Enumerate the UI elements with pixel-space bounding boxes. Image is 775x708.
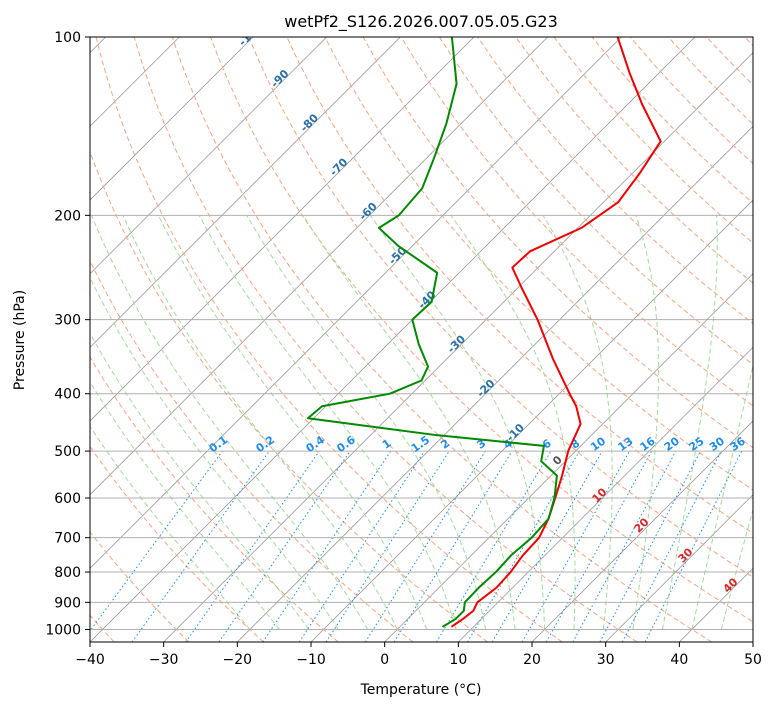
x-tick-label: 20 [523, 652, 541, 668]
y-tick-label: 200 [54, 208, 81, 224]
skewed-isotherm [90, 37, 696, 642]
skewed-isotherm [531, 420, 753, 642]
skewed-isotherm [90, 37, 475, 422]
dewpoint-profile-line [306, 37, 558, 628]
x-tick-label: −20 [223, 652, 253, 668]
skewed-isotherm [605, 494, 753, 642]
dry-adiabat [248, 37, 753, 578]
mixing-ratio-line [325, 450, 450, 642]
mixing-ratio-line [185, 450, 320, 642]
dry-adiabat [90, 356, 339, 642]
dry-adiabat [90, 150, 488, 642]
moist-adiabat [157, 215, 428, 630]
pressure-gridlines [90, 37, 753, 630]
skewed-isotherm [90, 37, 622, 569]
mixing-ratio-line [364, 450, 486, 642]
skewed-isotherm [237, 125, 753, 642]
dry-adiabat [210, 37, 753, 623]
plot-area: 0.10.20.40.611.52346810131620253036-100-… [90, 20, 753, 642]
y-tick-label: 600 [54, 491, 81, 507]
mixing-ratio-line [545, 450, 653, 642]
skewed-isotherm [384, 273, 753, 642]
mixing-ratio-line [521, 450, 630, 642]
y-tick-label: 800 [54, 565, 81, 581]
skewed-isotherm [90, 37, 254, 201]
skewed-isotherm [90, 37, 548, 496]
dry-adiabat [95, 37, 563, 642]
skewed-isotherm [163, 52, 753, 642]
skewed-isotherm [90, 37, 327, 275]
y-tick-label: 400 [54, 387, 81, 403]
mixing-ratio-line [218, 450, 351, 642]
mixing-ratio-line [491, 450, 603, 642]
x-axis-label: Temperature (°C) [360, 682, 482, 698]
dry-adiabat [400, 37, 753, 407]
x-tick-label: −10 [296, 652, 326, 668]
x-tick-label: 50 [744, 652, 762, 668]
y-tick-label: 500 [54, 444, 81, 460]
chart-title: wetPf2_S126.2026.007.05.05.G23 [284, 12, 558, 32]
isotherm-label: -100 [236, 20, 265, 49]
mixing-ratio-line [393, 450, 513, 642]
dry-adiabat [439, 37, 753, 366]
dry-adiabat [90, 445, 264, 642]
x-tick-label: −30 [149, 652, 179, 668]
dry-adiabat [90, 531, 190, 642]
y-tick-label: 100 [54, 30, 81, 46]
dry-adiabat [324, 37, 753, 491]
axis-ticks: −40 −30 −20 −10 0 10 20 30 40 50 1000 900 800 700 600 5… [45, 30, 762, 668]
y-axis-label: Pressure (hPa) [12, 290, 28, 390]
mixing-ratio-line [572, 450, 677, 642]
x-tick-label: 10 [449, 652, 467, 668]
moist-adiabat [122, 215, 398, 630]
skewed-isotherm [90, 37, 401, 348]
x-tick-label: 0 [380, 652, 389, 668]
mixing-ratio-line [435, 450, 552, 642]
dry-adiabat [90, 259, 414, 642]
y-tick-label: 700 [54, 531, 81, 547]
y-tick-label: 300 [54, 313, 81, 329]
skewed-isotherm [458, 346, 753, 642]
plot-frame [89, 36, 754, 643]
moist-adiabat [90, 276, 339, 630]
y-tick-label: 900 [54, 595, 81, 611]
dry-adiabat [171, 37, 712, 642]
dry-adiabat [133, 37, 638, 642]
x-tick-label: −40 [75, 652, 105, 668]
x-tick-label: 40 [670, 652, 688, 668]
x-tick-label: 30 [597, 652, 615, 668]
sounding-profiles [306, 37, 662, 628]
y-tick-label: 1000 [45, 622, 81, 638]
dry-adiabat [515, 37, 753, 284]
temperature-profile-line [450, 37, 662, 628]
